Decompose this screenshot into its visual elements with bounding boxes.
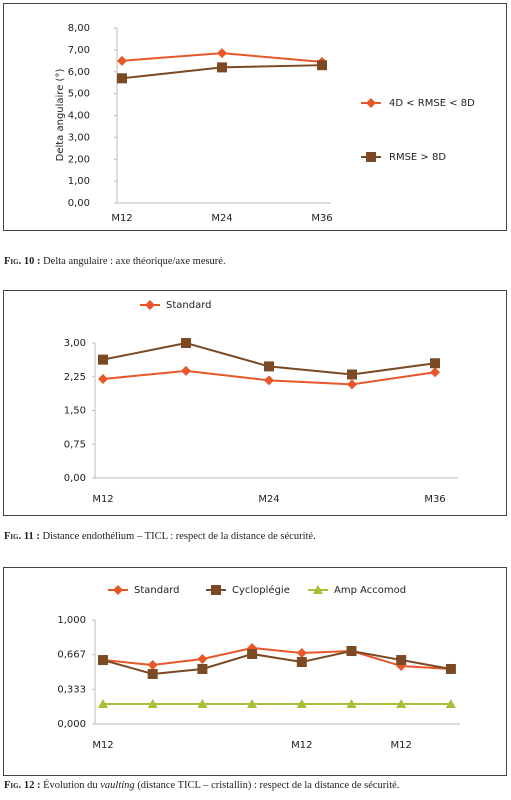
caption-label: Fig. 10 : (4, 256, 40, 267)
legend-label: Standard (134, 585, 180, 596)
marker (396, 655, 407, 666)
marker (264, 361, 274, 372)
y-tick-label: 2,00 (68, 154, 90, 165)
y-axis-label: Delta angulaire (°) (55, 69, 66, 162)
caption: Fig. 11 : Distance endothélium – TICL : … (4, 531, 316, 542)
y-tick-label: 0,000 (57, 719, 86, 730)
caption-text: (distance TICL – cristallin) : respect d… (135, 780, 400, 791)
legend-label: Amp Accomod (334, 585, 406, 596)
marker (197, 663, 208, 674)
marker (247, 649, 258, 660)
x-tick-label: M36 (311, 213, 332, 224)
marker (346, 699, 357, 709)
x-tick-label: M36 (424, 494, 445, 505)
marker (147, 668, 158, 679)
marker (181, 338, 191, 348)
marker (217, 48, 227, 59)
marker (98, 655, 108, 666)
legend-label: 4D < RMSE < 8D (389, 98, 475, 109)
x-tick-label: M12 (291, 740, 312, 751)
marker (197, 699, 208, 709)
marker (366, 152, 376, 162)
y-tick-label: 1,50 (64, 406, 86, 417)
caption-text: Delta angulaire : axe théorique/axe mesu… (43, 256, 226, 267)
marker (430, 367, 440, 378)
marker (347, 379, 357, 390)
y-tick-label: 0,00 (64, 473, 86, 484)
marker (445, 699, 456, 709)
y-tick-label: 6,00 (68, 67, 90, 78)
marker (217, 62, 227, 73)
marker (296, 699, 307, 709)
x-tick-label: M12 (92, 740, 113, 751)
marker (430, 358, 440, 369)
legend-label: Cycloplégie (232, 584, 290, 596)
y-tick-label: 1,00 (68, 176, 90, 187)
marker (313, 585, 323, 594)
x-tick-label: M12 (92, 494, 113, 505)
marker (98, 699, 108, 709)
marker (113, 585, 123, 595)
y-tick-label: 0,667 (57, 650, 86, 661)
x-tick-label: M24 (258, 494, 279, 505)
caption: Fig. 12 : Évolution du vaulting (distanc… (4, 779, 399, 791)
y-tick-label: 5,00 (68, 89, 90, 100)
legend-label: RMSE > 8D (389, 152, 446, 163)
caption-text: Distance endothélium – TICL : respect de… (43, 531, 316, 542)
marker (147, 660, 158, 671)
marker (197, 654, 208, 664)
marker (117, 73, 127, 84)
marker (296, 647, 307, 658)
marker (247, 699, 258, 709)
x-tick-label: M12 (391, 740, 412, 751)
y-tick-label: 4,00 (68, 111, 90, 122)
marker (264, 375, 274, 386)
chart-frame (3, 290, 507, 516)
y-tick-label: 1,000 (57, 615, 86, 626)
marker (317, 60, 327, 71)
y-tick-label: 0,75 (64, 439, 86, 450)
caption: Fig. 10 : Delta angulaire : axe théoriqu… (4, 256, 226, 267)
caption-label: Fig. 11 : (4, 531, 40, 542)
caption-text: Évolution du (43, 779, 100, 791)
caption-text: vaulting (100, 780, 134, 791)
series-line (102, 646, 451, 670)
marker (347, 369, 357, 380)
marker (346, 645, 357, 656)
marker (145, 300, 155, 310)
caption-label: Fig. 12 : (4, 780, 40, 791)
x-tick-label: M12 (111, 213, 132, 224)
marker (211, 585, 221, 595)
marker (181, 365, 191, 376)
y-tick-label: 2,25 (64, 372, 86, 383)
x-tick-label: M24 (211, 213, 232, 224)
marker (445, 663, 456, 674)
marker (396, 699, 407, 709)
legend-label: Standard (166, 300, 212, 311)
marker (117, 55, 127, 66)
y-tick-label: 0,00 (68, 198, 90, 209)
chart-frame (3, 3, 507, 231)
marker (366, 98, 376, 108)
y-tick-label: 7,00 (68, 45, 90, 56)
marker (147, 699, 158, 709)
y-tick-label: 3,00 (64, 338, 86, 349)
y-tick-label: 8,00 (68, 23, 90, 34)
marker (98, 374, 108, 384)
marker (296, 657, 307, 668)
chart-frame (3, 567, 507, 776)
y-tick-label: 3,00 (68, 132, 90, 143)
series-line (102, 649, 452, 675)
marker (98, 354, 108, 365)
y-tick-label: 0,333 (57, 684, 86, 695)
